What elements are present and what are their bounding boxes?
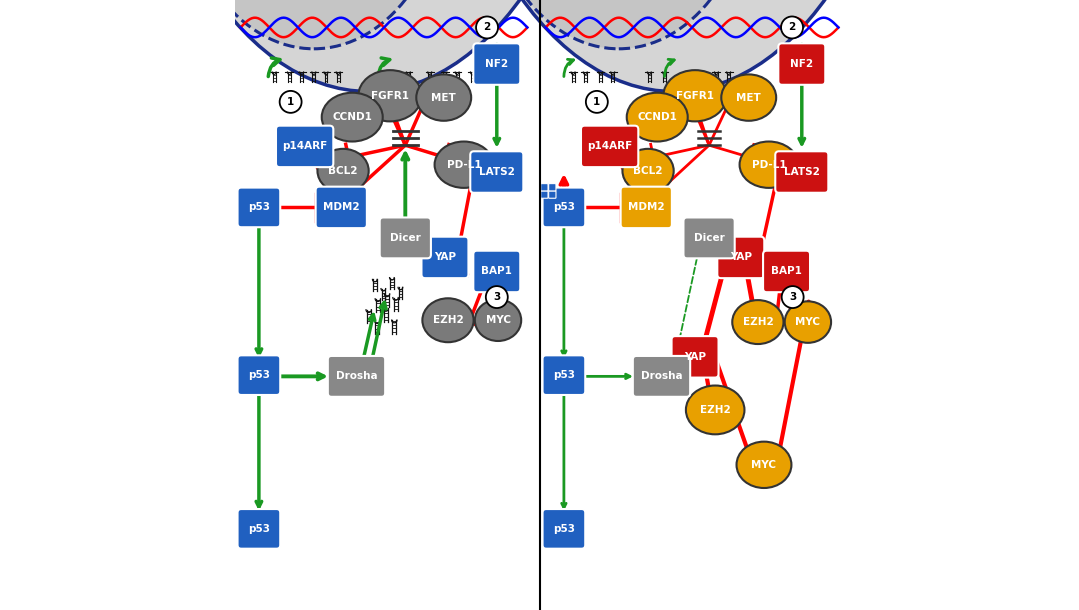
Ellipse shape bbox=[623, 149, 673, 193]
Ellipse shape bbox=[317, 149, 369, 193]
Text: MYC: MYC bbox=[795, 317, 820, 327]
Ellipse shape bbox=[627, 93, 687, 142]
FancyBboxPatch shape bbox=[474, 43, 520, 85]
FancyBboxPatch shape bbox=[237, 355, 281, 395]
Text: EZH2: EZH2 bbox=[433, 315, 463, 325]
FancyBboxPatch shape bbox=[541, 184, 548, 191]
Text: p53: p53 bbox=[248, 370, 270, 380]
Text: CCND1: CCND1 bbox=[332, 112, 372, 122]
Ellipse shape bbox=[733, 300, 783, 344]
Circle shape bbox=[781, 286, 804, 308]
Ellipse shape bbox=[422, 298, 474, 342]
Circle shape bbox=[781, 16, 803, 38]
Text: LATS2: LATS2 bbox=[783, 167, 820, 177]
Text: EZH2: EZH2 bbox=[700, 405, 730, 415]
Text: Dicer: Dicer bbox=[694, 233, 724, 243]
Text: CCND1: CCND1 bbox=[638, 112, 678, 122]
Text: PD-L1: PD-L1 bbox=[752, 160, 787, 170]
FancyBboxPatch shape bbox=[620, 187, 672, 228]
Text: BCL2: BCL2 bbox=[633, 166, 663, 176]
Ellipse shape bbox=[416, 74, 472, 121]
Circle shape bbox=[476, 16, 498, 38]
Ellipse shape bbox=[125, 0, 613, 92]
Text: YAP: YAP bbox=[684, 352, 706, 362]
Text: YAP: YAP bbox=[434, 253, 456, 262]
Text: FGFR1: FGFR1 bbox=[677, 91, 714, 101]
Ellipse shape bbox=[475, 300, 521, 341]
Text: 3: 3 bbox=[789, 292, 796, 302]
Text: p53: p53 bbox=[552, 524, 575, 534]
Text: p53: p53 bbox=[552, 370, 575, 380]
Text: p14ARF: p14ARF bbox=[587, 142, 632, 151]
Ellipse shape bbox=[484, 0, 753, 49]
Text: MET: MET bbox=[432, 93, 456, 102]
Text: BAP1: BAP1 bbox=[771, 267, 802, 276]
FancyBboxPatch shape bbox=[316, 187, 367, 228]
Circle shape bbox=[486, 286, 508, 308]
Text: MDM2: MDM2 bbox=[323, 203, 359, 212]
Circle shape bbox=[279, 91, 302, 113]
FancyBboxPatch shape bbox=[778, 43, 825, 85]
FancyBboxPatch shape bbox=[683, 218, 735, 259]
Text: 2: 2 bbox=[483, 23, 491, 32]
Circle shape bbox=[586, 91, 607, 113]
Text: NF2: NF2 bbox=[790, 59, 814, 69]
FancyBboxPatch shape bbox=[548, 191, 556, 198]
FancyBboxPatch shape bbox=[763, 251, 810, 292]
FancyBboxPatch shape bbox=[632, 356, 691, 397]
Text: Dicer: Dicer bbox=[390, 233, 421, 243]
FancyBboxPatch shape bbox=[548, 184, 556, 191]
Text: FGFR1: FGFR1 bbox=[371, 91, 409, 101]
Ellipse shape bbox=[739, 142, 798, 188]
FancyBboxPatch shape bbox=[380, 218, 431, 259]
FancyBboxPatch shape bbox=[474, 251, 520, 292]
FancyBboxPatch shape bbox=[422, 237, 468, 278]
FancyBboxPatch shape bbox=[276, 126, 333, 167]
Ellipse shape bbox=[721, 74, 776, 121]
Ellipse shape bbox=[435, 142, 493, 188]
Text: BCL2: BCL2 bbox=[328, 166, 358, 176]
Ellipse shape bbox=[737, 442, 791, 488]
Ellipse shape bbox=[179, 0, 448, 49]
Text: LATS2: LATS2 bbox=[479, 167, 515, 177]
FancyBboxPatch shape bbox=[776, 151, 829, 193]
Text: p53: p53 bbox=[552, 203, 575, 212]
Ellipse shape bbox=[664, 70, 727, 121]
Text: PD-L1: PD-L1 bbox=[447, 160, 481, 170]
Ellipse shape bbox=[686, 386, 745, 434]
FancyBboxPatch shape bbox=[543, 509, 585, 549]
Text: MDM2: MDM2 bbox=[628, 203, 665, 212]
Text: BAP1: BAP1 bbox=[481, 267, 513, 276]
FancyBboxPatch shape bbox=[718, 237, 764, 278]
Ellipse shape bbox=[322, 93, 383, 142]
FancyBboxPatch shape bbox=[541, 191, 548, 198]
FancyBboxPatch shape bbox=[470, 151, 523, 193]
Text: 3: 3 bbox=[493, 292, 501, 302]
Ellipse shape bbox=[784, 301, 831, 343]
Ellipse shape bbox=[429, 0, 918, 92]
FancyBboxPatch shape bbox=[328, 356, 385, 397]
FancyBboxPatch shape bbox=[543, 187, 585, 227]
FancyBboxPatch shape bbox=[237, 187, 281, 227]
Text: MYC: MYC bbox=[751, 460, 777, 470]
Text: Drosha: Drosha bbox=[641, 371, 682, 381]
Text: p14ARF: p14ARF bbox=[282, 142, 327, 151]
Text: Drosha: Drosha bbox=[336, 371, 378, 381]
FancyBboxPatch shape bbox=[543, 355, 585, 395]
Text: p53: p53 bbox=[248, 203, 270, 212]
Text: YAP: YAP bbox=[729, 253, 752, 262]
Ellipse shape bbox=[358, 70, 422, 121]
Text: 1: 1 bbox=[593, 97, 601, 107]
Text: 2: 2 bbox=[789, 23, 795, 32]
Text: p53: p53 bbox=[248, 524, 270, 534]
Text: 1: 1 bbox=[287, 97, 295, 107]
Text: NF2: NF2 bbox=[486, 59, 508, 69]
FancyBboxPatch shape bbox=[671, 336, 719, 378]
FancyBboxPatch shape bbox=[581, 126, 639, 167]
Text: EZH2: EZH2 bbox=[742, 317, 774, 327]
FancyBboxPatch shape bbox=[237, 509, 281, 549]
Text: MET: MET bbox=[736, 93, 761, 102]
Text: MYC: MYC bbox=[486, 315, 510, 325]
